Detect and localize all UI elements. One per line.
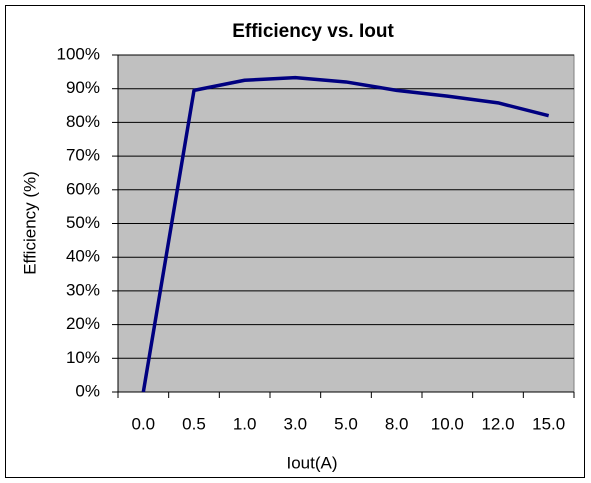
y-tick-label: 80% [66, 112, 100, 131]
y-tick-label: 50% [66, 213, 100, 232]
y-tick-label: 100% [57, 44, 100, 63]
y-tick-label: 0% [75, 381, 100, 400]
x-tick-label: 10.0 [431, 414, 464, 433]
y-axis-label: Efficiency (%) [20, 171, 39, 275]
y-tick-label: 70% [66, 146, 100, 165]
series-line [141, 75, 550, 393]
x-tick-label: 1.0 [233, 414, 257, 433]
y-tick-label: 90% [66, 78, 100, 97]
x-tick-label: 5.0 [334, 414, 358, 433]
x-tick-label: 8.0 [385, 414, 409, 433]
y-tick-label: 60% [66, 179, 100, 198]
y-tick-label: 30% [66, 280, 100, 299]
y-tick-label: 10% [66, 348, 100, 367]
x-tick-label: 0.0 [132, 414, 156, 433]
x-tick-label: 3.0 [284, 414, 308, 433]
x-tick-label: 15.0 [532, 414, 565, 433]
y-tick-label: 20% [66, 314, 100, 333]
x-tick-label: 0.5 [182, 414, 206, 433]
chart-title: Efficiency vs. Iout [232, 21, 394, 42]
x-tick-label: 12.0 [481, 414, 514, 433]
x-axis-label: Iout(A) [286, 453, 337, 472]
y-tick-label: 40% [66, 247, 100, 266]
